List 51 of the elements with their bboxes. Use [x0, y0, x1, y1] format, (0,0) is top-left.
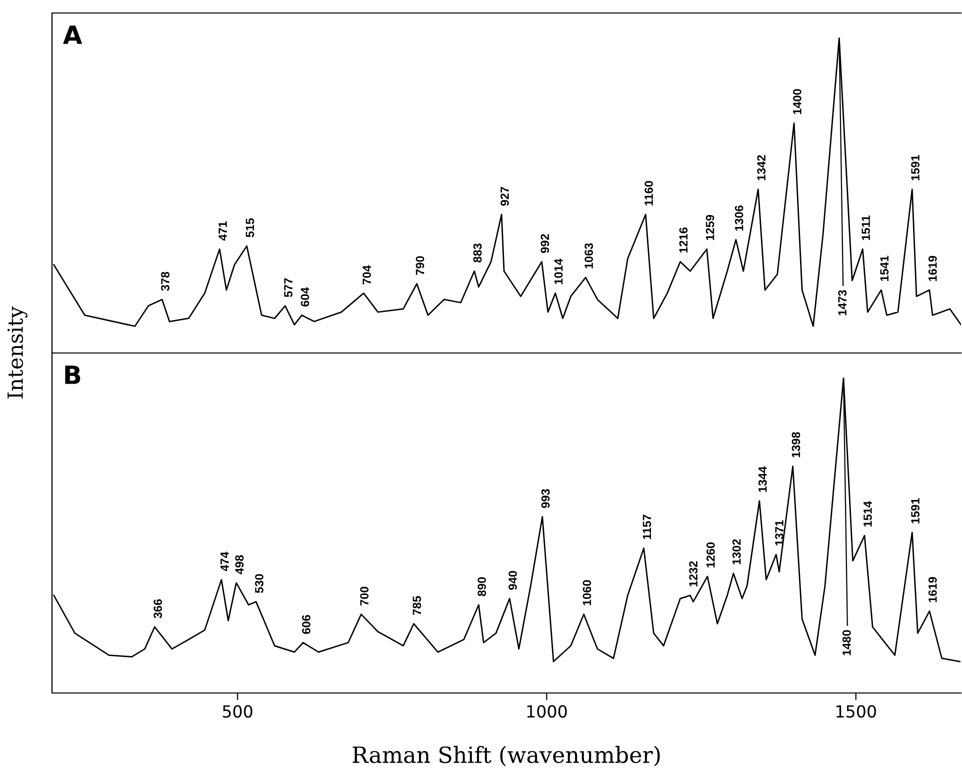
annotation: 474	[220, 552, 229, 572]
annotation: 883	[473, 244, 482, 262]
annotation: 366	[154, 599, 162, 618]
annotation: 1232	[689, 561, 698, 586]
annotation: 378	[161, 272, 170, 291]
chart-title: B	[65, 366, 80, 384]
annotation: 1511	[862, 215, 870, 240]
annotation: 785	[412, 596, 422, 615]
annotation: 577	[284, 278, 292, 298]
annotation: 1157	[642, 514, 652, 540]
annotation: 890	[478, 577, 486, 596]
annotation: 1216	[679, 228, 688, 253]
annotation: 1306	[734, 205, 744, 231]
annotation: 1302	[732, 539, 741, 564]
annotation: 1160	[644, 181, 653, 206]
annotation: 1398	[792, 432, 800, 458]
chart-title: A	[63, 26, 82, 44]
x-tick-label: 1000	[527, 705, 567, 718]
annotation: 1514	[864, 501, 872, 527]
annotation: 1619	[928, 576, 937, 602]
annotation: 1400	[793, 89, 802, 114]
annotation: 1342	[757, 155, 766, 180]
annotation: 606	[302, 615, 310, 634]
annotation: 927	[500, 186, 509, 206]
annotation: 1591	[911, 498, 920, 524]
x-tick-label: 500	[222, 705, 252, 718]
annotation: 704	[362, 265, 371, 284]
annotation: 1060	[582, 580, 592, 606]
annotation: 1344	[758, 466, 767, 492]
annotation: 1473	[838, 290, 847, 316]
annotation: 940	[508, 571, 517, 590]
annotation: 471	[218, 221, 227, 241]
annotation: 790	[416, 256, 424, 275]
annotation: 498	[235, 555, 244, 574]
annotation: 1259	[706, 214, 714, 240]
y-axis-title: Intensity	[7, 306, 28, 398]
annotation: 1014	[554, 258, 563, 284]
x-tick-label: 1500	[836, 705, 876, 718]
annotation: 993	[541, 489, 550, 508]
annotation: 700	[360, 586, 369, 606]
annotation: 1619	[928, 256, 937, 281]
annotation: 604	[300, 287, 310, 306]
annotation: 1591	[911, 155, 920, 180]
annotation: 1260	[706, 542, 715, 568]
annotation: 530	[255, 574, 264, 594]
annotation: 1063	[584, 243, 594, 268]
annotation: 1541	[880, 256, 889, 281]
x-axis-title: Raman Shift (wavenumber)	[352, 746, 660, 766]
annotation: 992	[540, 234, 550, 253]
annotation: 515	[246, 218, 254, 238]
annotation: 1480	[842, 630, 851, 656]
